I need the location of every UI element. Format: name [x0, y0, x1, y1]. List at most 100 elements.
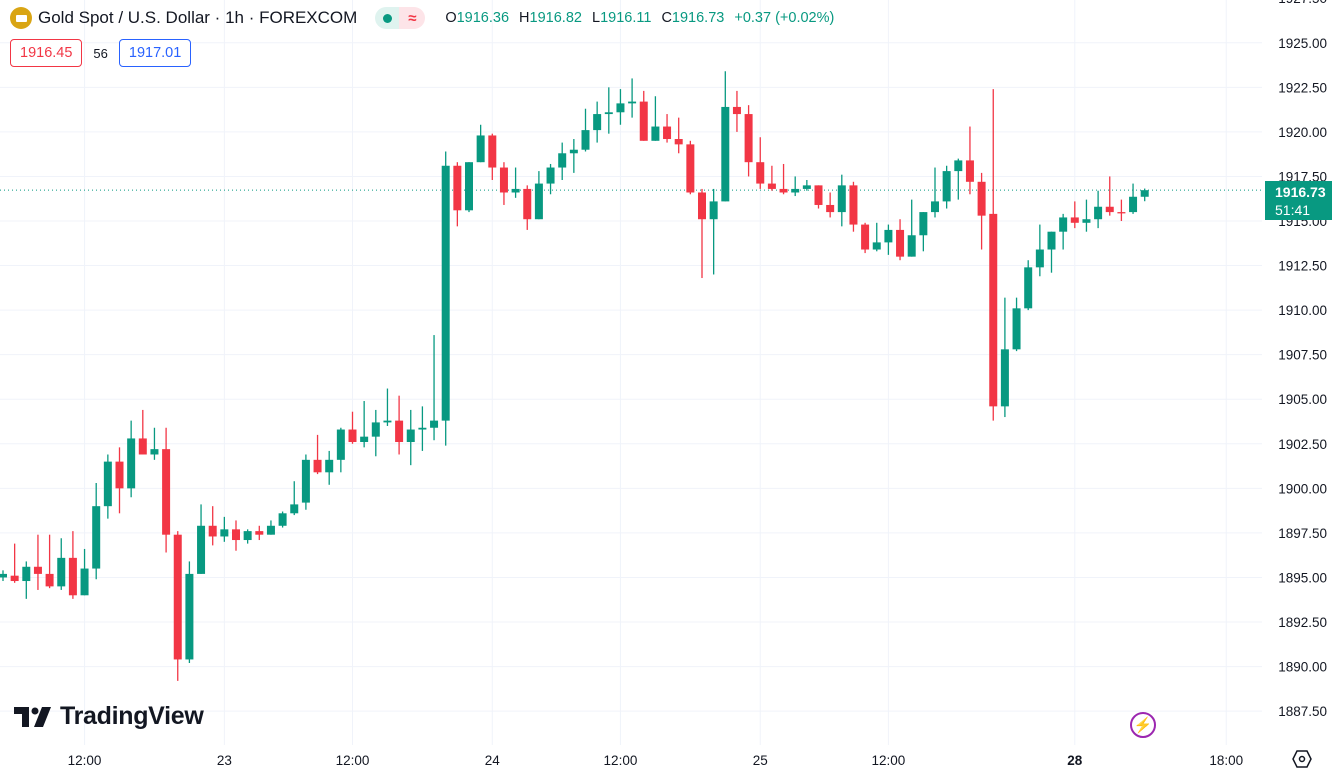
candle-up	[1140, 188, 1149, 202]
candle-up	[919, 212, 928, 252]
candle-up	[1094, 190, 1103, 229]
candle-body	[266, 525, 275, 535]
candle-body	[197, 525, 206, 574]
candle-body	[10, 575, 19, 582]
candle-up	[418, 406, 427, 451]
candle-down	[33, 534, 42, 590]
time-tick-label: 12:00	[68, 753, 102, 768]
price-tick-label: 1892.50	[1278, 615, 1327, 630]
candle-body	[1035, 249, 1044, 268]
candle-body	[138, 438, 147, 455]
candle-down	[861, 222, 870, 254]
candle-up	[954, 158, 963, 200]
symbol-title[interactable]: Gold Spot / U.S. Dollar · 1h · FOREXCOM	[38, 8, 358, 27]
candle-up	[127, 420, 136, 498]
candle-down	[232, 520, 240, 551]
candle-body	[80, 568, 89, 596]
candle-body	[68, 557, 77, 596]
lightning-icon[interactable]: ⚡	[1130, 712, 1156, 738]
sell-button[interactable]: 1916.45	[10, 39, 83, 67]
candle-up	[907, 199, 916, 257]
time-tick-label: 28	[1067, 753, 1083, 768]
candle-body	[348, 429, 357, 443]
candle-up	[872, 222, 881, 252]
candle-body	[278, 513, 287, 526]
candle-body	[546, 167, 555, 184]
price-tick-label: 1887.50	[1278, 704, 1327, 719]
candle-down	[663, 114, 672, 143]
candle-down	[756, 137, 765, 189]
candle-body	[162, 449, 171, 535]
candle-body	[22, 566, 31, 582]
open-value: 1916.36	[456, 10, 510, 26]
candle-body	[1082, 219, 1091, 223]
status-pill[interactable]: ≈	[375, 7, 426, 29]
time-axis[interactable]: 12:00 23 12:00 24 12:00 25 12:00 28 18:00	[68, 753, 1243, 768]
candle-up	[942, 165, 951, 209]
candle-body	[931, 201, 939, 213]
price-tick-label: 1890.00	[1278, 660, 1327, 675]
candle-down	[639, 90, 648, 141]
candle-body	[686, 144, 695, 193]
candle-body	[0, 573, 7, 578]
candle-up	[103, 454, 112, 519]
candle-body	[791, 188, 800, 193]
candle-body	[255, 531, 264, 535]
candle-body	[523, 188, 532, 220]
candle-body	[395, 420, 404, 443]
candle-up	[266, 520, 275, 535]
candle-body	[977, 181, 986, 216]
price-tick-label: 1927.50	[1278, 0, 1327, 6]
candle-down	[45, 534, 54, 589]
candle-body	[593, 114, 602, 131]
chart-settings-icon[interactable]	[1292, 750, 1312, 768]
candle-up	[791, 176, 800, 197]
bid-ask: 1916.45 56 1917.01	[10, 39, 192, 67]
candle-body	[301, 459, 310, 503]
tradingview-logo[interactable]: TradingView	[14, 702, 204, 731]
candle-body	[628, 101, 637, 104]
tradingview-logo-icon	[14, 706, 51, 727]
candle-body	[185, 573, 194, 660]
price-tick-label: 1917.50	[1278, 169, 1327, 184]
candle-body	[581, 130, 590, 150]
candle-body	[558, 153, 567, 168]
candle-body	[173, 534, 182, 660]
candle-up	[0, 570, 7, 582]
candle-body	[569, 149, 578, 154]
candle-up	[185, 561, 194, 664]
candle-up	[92, 483, 101, 580]
price-axis[interactable]: 1887.50 1890.00 1892.50 1895.00 1897.50 1900.…	[1278, 0, 1327, 719]
price-tick-label: 1920.00	[1278, 125, 1327, 140]
high-value: 1916.82	[529, 10, 582, 26]
candle-up	[371, 409, 380, 457]
candle-up	[1012, 297, 1021, 352]
candle-body	[965, 160, 974, 182]
candle-up	[1000, 297, 1009, 418]
candle-body	[1024, 267, 1033, 309]
change-value: +0.37 (+0.02%)	[734, 10, 835, 26]
candle-up	[546, 163, 555, 195]
candle-up	[220, 516, 229, 542]
candle-up	[406, 409, 415, 466]
candle-body	[1129, 196, 1138, 213]
candle-up	[511, 167, 520, 198]
candle-body	[639, 101, 648, 141]
candle-up	[301, 454, 310, 510]
candle-down	[686, 140, 695, 195]
candle-down	[965, 126, 974, 195]
candle-body	[756, 162, 765, 184]
candle-down	[173, 531, 182, 681]
last-price: 1916.73	[1275, 184, 1326, 200]
candle-down	[779, 163, 788, 195]
candle-up	[150, 427, 159, 460]
candle-body	[1012, 308, 1021, 350]
buy-button[interactable]: 1917.01	[118, 39, 192, 67]
candle-down	[814, 185, 823, 209]
candle-body	[779, 188, 788, 193]
candle-body	[651, 126, 660, 141]
candle-body	[744, 114, 753, 163]
time-tick-label: 12:00	[336, 753, 370, 768]
candle-down	[395, 395, 404, 455]
